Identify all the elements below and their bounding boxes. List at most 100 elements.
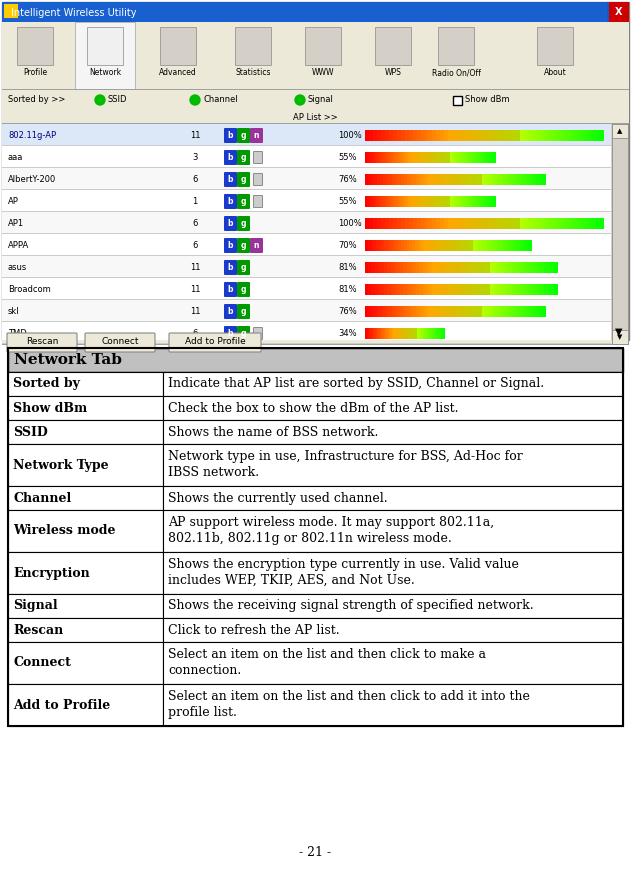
FancyBboxPatch shape bbox=[250, 238, 263, 253]
Text: Network Type: Network Type bbox=[13, 459, 109, 472]
Bar bbox=[496, 284, 500, 295]
Bar bbox=[439, 152, 441, 163]
Bar bbox=[372, 328, 374, 339]
Bar bbox=[451, 240, 454, 251]
Bar bbox=[454, 262, 458, 273]
Bar bbox=[554, 262, 558, 273]
Bar bbox=[542, 174, 546, 185]
Bar bbox=[538, 262, 541, 273]
Bar bbox=[404, 240, 407, 251]
Bar bbox=[401, 240, 404, 251]
Bar bbox=[409, 328, 411, 339]
Bar bbox=[2, 277, 611, 278]
Bar bbox=[373, 218, 377, 229]
Text: Select an item on the list and then click to make a: Select an item on the list and then clic… bbox=[168, 648, 486, 661]
FancyBboxPatch shape bbox=[224, 238, 237, 253]
Bar bbox=[429, 284, 433, 295]
Bar bbox=[416, 130, 421, 141]
Bar bbox=[2, 146, 611, 168]
Bar bbox=[425, 218, 429, 229]
Bar bbox=[417, 152, 420, 163]
Bar bbox=[420, 284, 423, 295]
Bar bbox=[440, 328, 442, 339]
Bar bbox=[432, 152, 435, 163]
Bar bbox=[369, 262, 372, 273]
Bar bbox=[559, 218, 564, 229]
Text: g: g bbox=[241, 219, 246, 228]
Text: 6: 6 bbox=[192, 174, 198, 183]
Bar bbox=[463, 196, 465, 207]
Bar bbox=[524, 306, 528, 317]
Bar bbox=[399, 196, 403, 207]
Bar bbox=[528, 218, 532, 229]
Bar bbox=[449, 152, 452, 163]
Bar bbox=[468, 284, 471, 295]
Bar bbox=[461, 174, 464, 185]
Bar bbox=[434, 152, 437, 163]
Bar bbox=[398, 152, 400, 163]
Bar bbox=[442, 284, 445, 295]
Bar bbox=[389, 306, 392, 317]
Bar bbox=[500, 130, 504, 141]
FancyBboxPatch shape bbox=[237, 150, 250, 165]
Bar bbox=[427, 328, 428, 339]
Bar bbox=[87, 27, 123, 65]
Bar bbox=[386, 306, 389, 317]
Bar bbox=[536, 174, 540, 185]
Bar bbox=[437, 152, 439, 163]
Bar bbox=[409, 130, 413, 141]
Bar bbox=[377, 306, 380, 317]
Bar bbox=[410, 306, 413, 317]
Bar bbox=[522, 262, 526, 273]
Bar bbox=[384, 262, 388, 273]
Bar bbox=[398, 306, 401, 317]
Text: Click to refresh the AP list.: Click to refresh the AP list. bbox=[168, 623, 339, 637]
Bar bbox=[378, 152, 380, 163]
Bar bbox=[434, 196, 437, 207]
Text: b: b bbox=[228, 241, 233, 249]
Bar bbox=[381, 218, 386, 229]
Bar bbox=[534, 284, 538, 295]
Bar bbox=[456, 218, 461, 229]
Bar bbox=[404, 218, 409, 229]
Bar bbox=[448, 130, 453, 141]
Bar bbox=[369, 130, 374, 141]
Bar bbox=[413, 284, 416, 295]
Bar bbox=[163, 594, 623, 618]
Bar bbox=[483, 262, 487, 273]
Bar bbox=[431, 306, 435, 317]
Bar bbox=[476, 130, 481, 141]
Bar bbox=[368, 328, 370, 339]
Bar bbox=[373, 130, 377, 141]
Bar bbox=[540, 218, 544, 229]
Bar bbox=[473, 152, 476, 163]
Bar bbox=[163, 618, 623, 642]
Bar bbox=[432, 262, 436, 273]
Bar bbox=[411, 152, 413, 163]
Bar bbox=[404, 174, 408, 185]
Bar bbox=[492, 240, 495, 251]
Bar bbox=[8, 618, 163, 642]
Bar bbox=[426, 152, 428, 163]
Bar bbox=[2, 234, 611, 256]
Bar bbox=[428, 152, 430, 163]
Bar bbox=[374, 196, 376, 207]
Bar bbox=[493, 152, 495, 163]
Bar bbox=[432, 284, 436, 295]
Bar bbox=[452, 196, 454, 207]
Text: 100%: 100% bbox=[338, 219, 362, 228]
Bar bbox=[462, 240, 465, 251]
Bar bbox=[398, 174, 401, 185]
Bar bbox=[416, 262, 420, 273]
Bar bbox=[555, 218, 560, 229]
Bar bbox=[432, 240, 435, 251]
Bar bbox=[403, 284, 407, 295]
Bar bbox=[472, 218, 476, 229]
Bar bbox=[434, 174, 437, 185]
Bar bbox=[413, 262, 416, 273]
Bar bbox=[447, 196, 450, 207]
Bar bbox=[499, 284, 503, 295]
FancyBboxPatch shape bbox=[237, 216, 250, 231]
Bar bbox=[8, 642, 163, 684]
Bar bbox=[413, 306, 416, 317]
